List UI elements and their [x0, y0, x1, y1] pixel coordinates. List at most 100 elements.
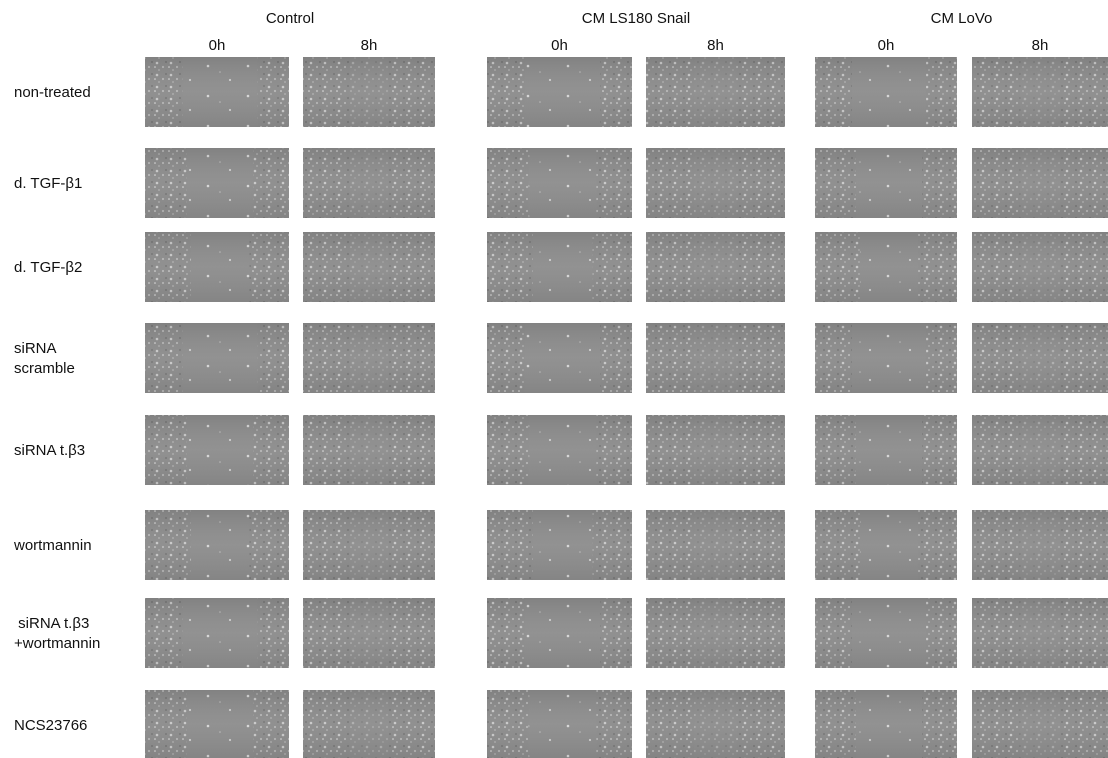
row-label: d. TGF-β1	[14, 175, 82, 192]
micrograph-shade	[145, 148, 289, 218]
micrograph	[145, 415, 289, 485]
micrograph-shade	[646, 510, 785, 580]
micrograph-shade	[815, 148, 957, 218]
micrograph	[646, 232, 785, 302]
time-label: 8h	[707, 37, 724, 54]
micrograph	[972, 148, 1108, 218]
micrograph-shade	[972, 415, 1108, 485]
micrograph	[145, 690, 289, 758]
micrograph-shade	[487, 232, 632, 302]
micrograph-shade	[487, 598, 632, 668]
micrograph-shade	[145, 57, 289, 127]
micrograph	[145, 232, 289, 302]
time-label: 0h	[878, 37, 895, 54]
time-label: 8h	[1032, 37, 1049, 54]
row-label: +wortmannin	[14, 635, 100, 652]
micrograph	[145, 598, 289, 668]
micrograph-shade	[303, 510, 435, 580]
micrograph	[303, 415, 435, 485]
micrograph	[646, 323, 785, 393]
micrograph-shade	[815, 598, 957, 668]
micrograph	[972, 690, 1108, 758]
group-title: CM LS180 Snail	[582, 10, 690, 27]
row-label: d. TGF-β2	[14, 259, 82, 276]
micrograph	[815, 415, 957, 485]
micrograph-shade	[646, 323, 785, 393]
micrograph-shade	[303, 232, 435, 302]
micrograph	[145, 148, 289, 218]
micrograph	[646, 57, 785, 127]
micrograph	[815, 57, 957, 127]
group-title: Control	[266, 10, 314, 27]
micrograph-shade	[646, 598, 785, 668]
micrograph-shade	[487, 510, 632, 580]
micrograph-shade	[972, 148, 1108, 218]
micrograph	[815, 323, 957, 393]
micrograph	[972, 598, 1108, 668]
micrograph	[487, 232, 632, 302]
micrograph-shade	[815, 232, 957, 302]
micrograph	[145, 510, 289, 580]
micrograph	[487, 690, 632, 758]
figure: Control0h8hCM LS180 Snail0h8hCM LoVo0h8h…	[0, 0, 1108, 758]
micrograph-shade	[145, 323, 289, 393]
micrograph	[303, 690, 435, 758]
micrograph	[815, 232, 957, 302]
micrograph	[972, 323, 1108, 393]
row-label: wortmannin	[13, 537, 92, 554]
micrograph-shade	[646, 148, 785, 218]
row-label: siRNA	[14, 340, 57, 357]
micrograph	[646, 148, 785, 218]
micrograph-shade	[815, 323, 957, 393]
micrograph-shade	[145, 690, 289, 758]
micrograph-shade	[145, 510, 289, 580]
time-label: 0h	[209, 37, 226, 54]
micrograph	[487, 57, 632, 127]
micrograph	[815, 148, 957, 218]
micrograph	[487, 148, 632, 218]
row-label: non-treated	[14, 84, 91, 101]
micrograph-shade	[303, 57, 435, 127]
micrograph	[972, 232, 1108, 302]
micrograph-shade	[487, 57, 632, 127]
micrograph	[487, 323, 632, 393]
micrograph	[646, 690, 785, 758]
row-label: scramble	[14, 360, 75, 377]
micrograph-shade	[646, 690, 785, 758]
micrograph-shade	[972, 232, 1108, 302]
row-label: siRNA t.β3	[14, 615, 89, 632]
micrograph-shade	[303, 415, 435, 485]
micrograph-shade	[145, 598, 289, 668]
micrograph	[303, 323, 435, 393]
micrograph	[303, 510, 435, 580]
row-label: NCS23766	[14, 717, 87, 734]
micrograph-shade	[303, 148, 435, 218]
micrograph-shade	[815, 510, 957, 580]
micrograph-shade	[487, 148, 632, 218]
micrograph	[646, 510, 785, 580]
micrograph-shade	[972, 57, 1108, 127]
micrograph	[972, 415, 1108, 485]
micrograph	[487, 598, 632, 668]
micrograph	[145, 323, 289, 393]
micrograph-shade	[815, 415, 957, 485]
time-label: 0h	[551, 37, 568, 54]
micrograph-shade	[303, 690, 435, 758]
micrograph	[646, 598, 785, 668]
micrograph-shade	[646, 232, 785, 302]
micrograph-shade	[646, 415, 785, 485]
row-label: siRNA t.β3	[14, 442, 85, 459]
micrograph-shade	[145, 232, 289, 302]
micrograph	[303, 148, 435, 218]
micrograph-shade	[972, 510, 1108, 580]
micrograph	[303, 598, 435, 668]
micrograph-shade	[145, 415, 289, 485]
micrograph	[646, 415, 785, 485]
micrograph	[972, 57, 1108, 127]
micrograph-shade	[815, 690, 957, 758]
micrograph	[145, 57, 289, 127]
micrograph-shade	[972, 690, 1108, 758]
micrograph	[815, 510, 957, 580]
micrograph-shade	[972, 598, 1108, 668]
micrograph	[815, 598, 957, 668]
